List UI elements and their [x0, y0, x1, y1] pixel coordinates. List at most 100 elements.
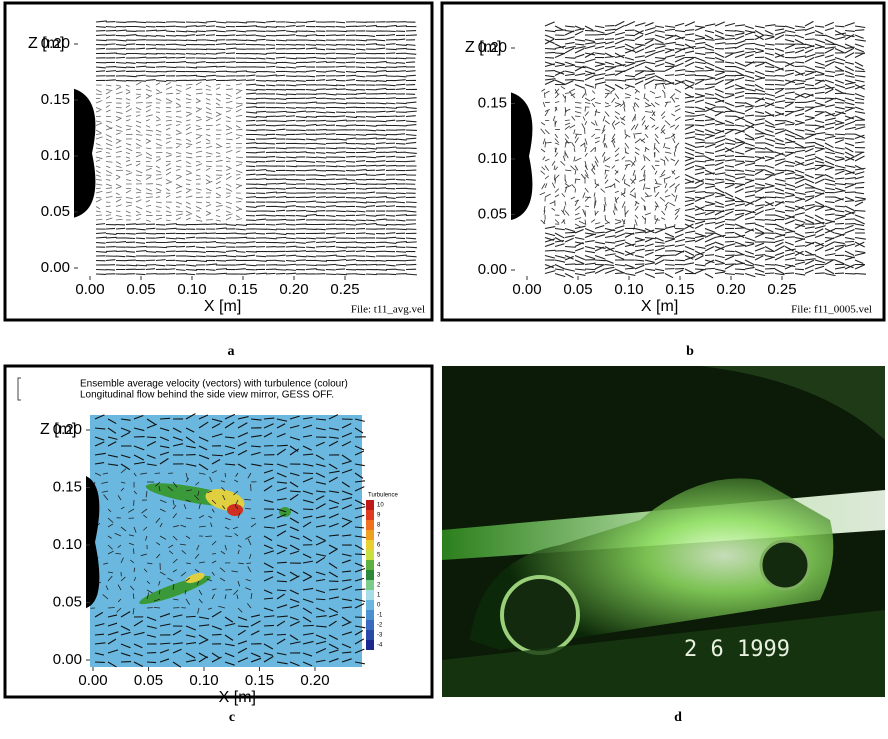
vector	[316, 162, 325, 163]
vector	[406, 189, 416, 190]
vector	[326, 99, 336, 100]
vector	[126, 44, 135, 45]
vector	[555, 30, 566, 31]
vector	[286, 116, 295, 117]
y-axis-label: Z [m]	[465, 39, 501, 56]
vector	[366, 157, 376, 158]
vector	[785, 148, 795, 149]
vector	[246, 99, 257, 100]
vector	[286, 81, 296, 82]
legend-title: Turbulence	[368, 493, 398, 499]
vector	[296, 260, 306, 261]
vector	[126, 67, 135, 68]
vector	[336, 171, 345, 172]
vector	[545, 49, 556, 50]
vector	[386, 49, 396, 50]
vector	[276, 111, 287, 112]
vector	[406, 247, 417, 248]
vector	[166, 36, 176, 37]
vector	[206, 58, 217, 59]
x-axis-label: X [m]	[204, 298, 241, 315]
vector	[336, 75, 345, 76]
vector	[296, 210, 306, 211]
vector	[226, 53, 235, 54]
vector	[366, 216, 376, 217]
vector	[290, 491, 301, 492]
y-tick-label: 0.15	[478, 94, 507, 111]
vector	[675, 260, 685, 261]
vector	[765, 192, 775, 193]
vector	[346, 180, 355, 181]
vector	[256, 22, 266, 23]
vector	[685, 75, 696, 76]
vector	[196, 162, 200, 163]
vector	[206, 75, 216, 76]
vector	[246, 130, 257, 131]
vector	[256, 135, 267, 136]
vector	[106, 228, 115, 229]
vector	[206, 54, 217, 55]
vector	[146, 228, 155, 229]
legend-swatch	[366, 600, 374, 610]
vector	[735, 228, 745, 229]
photo: 2 6 1999	[442, 366, 885, 697]
vector	[306, 111, 315, 112]
vector	[625, 97, 630, 98]
vector	[406, 180, 416, 181]
x-tick-label: 0.20	[300, 672, 329, 689]
vector	[216, 255, 227, 256]
vector	[386, 152, 397, 153]
legend-label: -3	[377, 633, 383, 639]
vector	[303, 473, 313, 474]
x-tick-label: 0.00	[512, 281, 541, 298]
vector	[336, 152, 346, 153]
vector	[705, 268, 715, 269]
vector	[396, 252, 406, 253]
vector	[396, 48, 407, 49]
vector	[336, 22, 345, 23]
vector	[226, 89, 233, 90]
vector	[725, 241, 734, 242]
vector	[286, 94, 296, 95]
vector	[246, 35, 256, 36]
vector	[236, 31, 246, 32]
vector	[246, 193, 255, 194]
panel-caption: a	[228, 344, 235, 359]
vector	[116, 81, 126, 82]
vector	[276, 192, 286, 193]
vector	[96, 35, 106, 36]
vector	[276, 30, 286, 31]
vector	[545, 142, 551, 143]
vector	[186, 40, 197, 41]
vector	[326, 197, 336, 198]
vector	[256, 54, 267, 55]
vector	[276, 148, 287, 149]
vector	[316, 229, 326, 230]
x-tick-label: 0.05	[563, 281, 592, 298]
vector	[815, 175, 825, 176]
vector	[386, 85, 396, 86]
legend-swatch	[366, 550, 374, 560]
vector	[196, 256, 206, 257]
vector	[303, 509, 313, 510]
vector	[835, 103, 844, 104]
vector	[765, 265, 775, 266]
vector	[316, 599, 325, 600]
vector	[326, 246, 335, 247]
vector	[236, 71, 247, 72]
vector	[855, 30, 864, 31]
vector	[765, 89, 774, 90]
vector	[386, 98, 396, 99]
vector	[775, 85, 785, 86]
x-tick-label: 0.05	[126, 281, 155, 298]
vector	[286, 210, 296, 211]
y-tick-label: 0.00	[478, 261, 507, 278]
vector	[785, 124, 794, 125]
vector	[326, 270, 336, 271]
legend-swatch	[366, 520, 374, 530]
vector	[136, 22, 146, 23]
legend-swatch	[366, 610, 374, 620]
vector	[245, 508, 251, 509]
vector	[406, 62, 415, 63]
vector	[855, 211, 865, 212]
